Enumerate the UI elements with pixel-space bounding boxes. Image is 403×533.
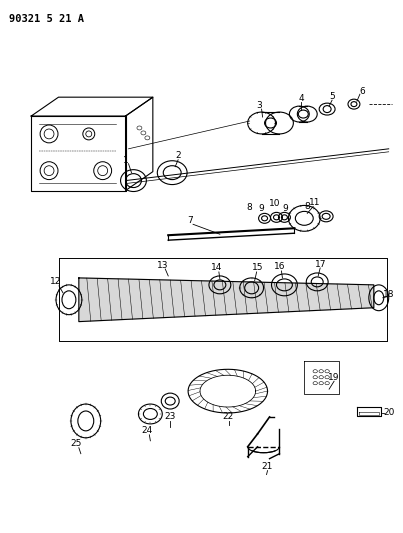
Text: 13: 13 (156, 261, 168, 270)
Text: 20: 20 (383, 408, 395, 417)
Text: 19: 19 (328, 373, 340, 382)
Text: 12: 12 (50, 277, 62, 286)
Text: 18: 18 (383, 290, 395, 300)
Text: 6: 6 (359, 87, 365, 96)
Text: 25: 25 (70, 439, 81, 448)
Text: 8: 8 (247, 203, 253, 212)
Text: 14: 14 (211, 263, 222, 272)
Polygon shape (79, 278, 374, 321)
Text: 10: 10 (269, 199, 280, 208)
Text: 8: 8 (304, 202, 310, 211)
Text: 9: 9 (283, 204, 288, 213)
Text: 17: 17 (316, 260, 327, 269)
Text: 22: 22 (222, 413, 233, 422)
Text: 90321 5 21 A: 90321 5 21 A (9, 14, 84, 24)
Text: 21: 21 (262, 462, 273, 471)
Text: 5: 5 (329, 92, 335, 101)
Text: 2: 2 (175, 151, 181, 160)
Text: 3: 3 (257, 101, 262, 110)
Text: 23: 23 (164, 413, 176, 422)
Text: 7: 7 (187, 216, 193, 225)
Text: 15: 15 (252, 263, 264, 272)
Text: 4: 4 (299, 94, 304, 103)
Text: 9: 9 (259, 204, 264, 213)
Text: 11: 11 (308, 198, 320, 207)
Text: 1: 1 (123, 156, 129, 165)
Text: 24: 24 (142, 426, 153, 435)
Text: 16: 16 (274, 262, 285, 271)
